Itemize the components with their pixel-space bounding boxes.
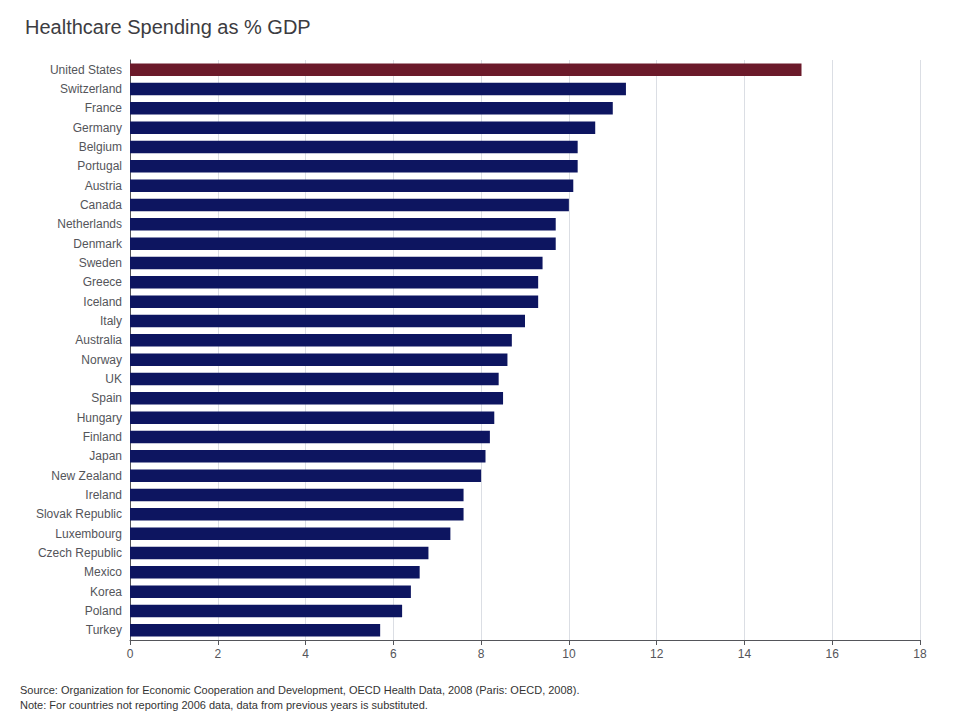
svg-text:Note: For countries not report: Note: For countries not reporting 2006 d… <box>20 699 428 711</box>
svg-text:Belgium: Belgium <box>79 140 122 154</box>
svg-text:France: France <box>85 101 123 115</box>
svg-text:6: 6 <box>390 647 397 661</box>
svg-text:Ireland: Ireland <box>85 488 122 502</box>
svg-text:2: 2 <box>214 647 221 661</box>
svg-text:Canada: Canada <box>80 198 122 212</box>
svg-text:Korea: Korea <box>90 585 122 599</box>
svg-text:Finland: Finland <box>83 430 122 444</box>
svg-text:Austria: Austria <box>85 179 123 193</box>
svg-text:Germany: Germany <box>73 121 122 135</box>
svg-text:Luxembourg: Luxembourg <box>55 527 122 541</box>
svg-text:Greece: Greece <box>83 275 123 289</box>
svg-text:Australia: Australia <box>75 333 122 347</box>
svg-text:United States: United States <box>50 63 122 77</box>
svg-text:Hungary: Hungary <box>77 411 122 425</box>
svg-text:8: 8 <box>478 647 485 661</box>
svg-text:18: 18 <box>913 647 927 661</box>
svg-text:New Zealand: New Zealand <box>51 469 122 483</box>
svg-text:Iceland: Iceland <box>83 295 122 309</box>
svg-text:14: 14 <box>738 647 752 661</box>
svg-text:10: 10 <box>562 647 576 661</box>
svg-text:Slovak Republic: Slovak Republic <box>36 507 122 521</box>
svg-text:12: 12 <box>650 647 664 661</box>
svg-text:Italy: Italy <box>100 314 122 328</box>
svg-text:UK: UK <box>105 372 122 386</box>
svg-text:Denmark: Denmark <box>73 237 123 251</box>
svg-text:Portugal: Portugal <box>77 159 122 173</box>
svg-text:Healthcare Spending as % GDP: Healthcare Spending as % GDP <box>25 16 311 38</box>
svg-text:Poland: Poland <box>85 604 122 618</box>
svg-text:4: 4 <box>302 647 309 661</box>
svg-text:Sweden: Sweden <box>79 256 122 270</box>
svg-text:Turkey: Turkey <box>86 623 122 637</box>
svg-text:Netherlands: Netherlands <box>57 217 122 231</box>
svg-text:0: 0 <box>127 647 134 661</box>
svg-text:Norway: Norway <box>81 353 122 367</box>
svg-text:Spain: Spain <box>91 391 122 405</box>
svg-text:Switzerland: Switzerland <box>60 82 122 96</box>
svg-text:16: 16 <box>826 647 840 661</box>
svg-text:Czech Republic: Czech Republic <box>38 546 122 560</box>
svg-text:Japan: Japan <box>89 449 122 463</box>
svg-text:Source: Organization for Econo: Source: Organization for Economic Cooper… <box>20 684 579 696</box>
svg-text:Mexico: Mexico <box>84 565 122 579</box>
